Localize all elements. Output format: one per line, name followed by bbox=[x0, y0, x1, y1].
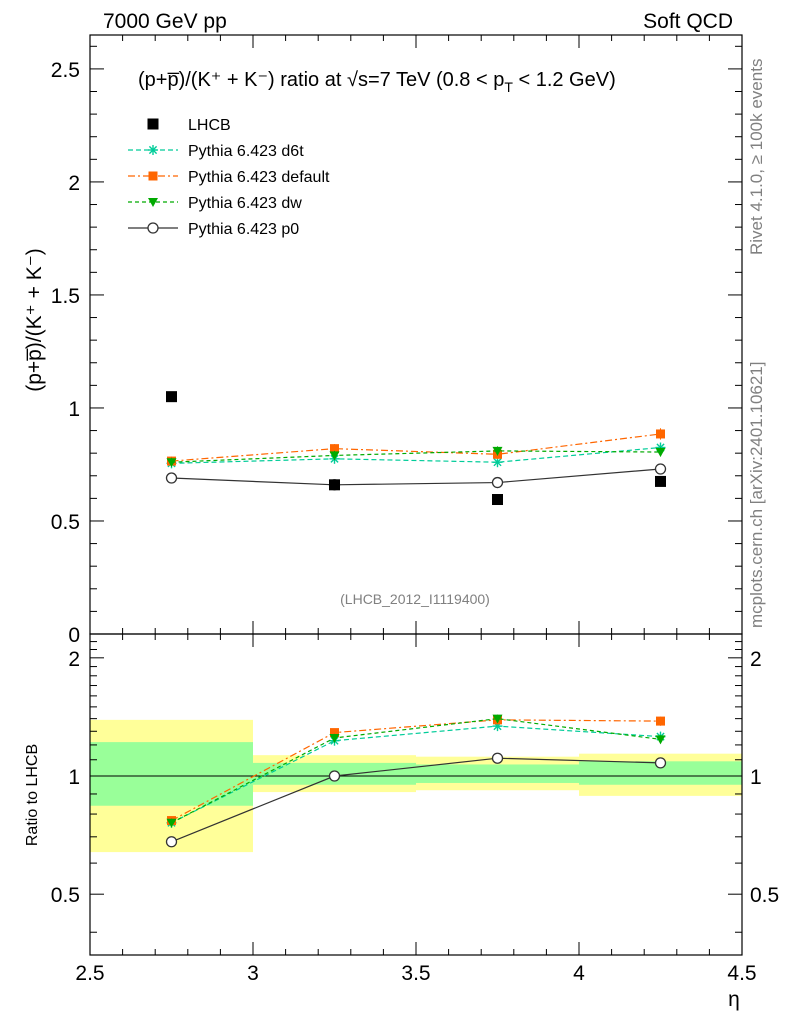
main-series-2-point-1 bbox=[329, 451, 340, 461]
y-tick-label: 1.5 bbox=[51, 285, 80, 308]
ratio-series-3-point-3 bbox=[654, 757, 667, 769]
main-series-3-point-2 bbox=[491, 476, 504, 489]
ratio-series-3-point-1 bbox=[328, 770, 341, 782]
main-series-2-point-0 bbox=[166, 458, 177, 468]
reference-point-0 bbox=[166, 391, 177, 403]
ratio-series-2-point-1 bbox=[329, 733, 340, 743]
legend-label-0: Pythia 6.423 d6t bbox=[188, 143, 304, 160]
reference-point-2 bbox=[492, 494, 503, 506]
main-series bbox=[165, 391, 667, 506]
chart-title-tail: < 1.2 GeV) bbox=[513, 69, 616, 91]
x-tick-label: 4 bbox=[573, 962, 585, 985]
main-series-1-point-1 bbox=[330, 444, 339, 454]
ratio-series-3-point-0 bbox=[165, 836, 178, 848]
band-inner-2 bbox=[416, 764, 579, 783]
main-series-0-line bbox=[171, 446, 661, 464]
y-axis-label: (p+p̅)/(K⁺ + K⁻) bbox=[23, 248, 46, 392]
x-axis-label: η bbox=[728, 988, 740, 1011]
legend-marker-0 bbox=[148, 145, 158, 155]
x-tick-label: 3 bbox=[247, 962, 259, 985]
chart-title-subscript: T bbox=[504, 79, 513, 95]
y-tick-label: 0 bbox=[68, 624, 80, 647]
y-tick-label: 0.5 bbox=[51, 511, 80, 534]
legend-marker-1 bbox=[148, 171, 158, 181]
legend-label-3: Pythia 6.423 p0 bbox=[188, 221, 299, 238]
main-series-3-point-0 bbox=[165, 472, 178, 484]
reference-point-1 bbox=[329, 479, 340, 491]
ratio-tick-label-left: 1 bbox=[68, 766, 80, 789]
legend: LHCB Pythia 6.423 d6t Pythia 6.423 default… bbox=[128, 117, 330, 238]
ratio-series-2-point-3 bbox=[655, 735, 666, 745]
ratio-series-0-line bbox=[171, 725, 661, 824]
ratio-series bbox=[165, 714, 667, 848]
main-series-3-point-3 bbox=[654, 463, 667, 475]
ratio-tick-label-right: 1 bbox=[750, 766, 762, 789]
x-tick-label: 3.5 bbox=[401, 962, 430, 985]
y-tick-label: 1 bbox=[68, 398, 80, 421]
ratio-series-2-point-2 bbox=[492, 714, 503, 724]
axes: 2.5 3 3.5 4 4.5 0 0.5 1 1.5 2 2.5 0.5 0.5 1 1 2 2 bbox=[51, 34, 779, 985]
x-tick-label: 2.5 bbox=[75, 962, 104, 985]
main-series-1-line bbox=[171, 433, 661, 462]
legend-label-1: Pythia 6.423 default bbox=[188, 169, 330, 186]
ratio-series-3-line bbox=[171, 757, 661, 843]
ratio-series-1-point-3 bbox=[656, 716, 665, 726]
ratio-series-1-line bbox=[171, 719, 661, 822]
legend-label-reference: LHCB bbox=[188, 117, 231, 134]
main-series-2-point-3 bbox=[655, 448, 666, 458]
chart-title-lead: (p+p̅)/(K⁺ + K⁻) ratio at √s=7 TeV (0.8 … bbox=[138, 69, 504, 91]
main-series-2-line bbox=[171, 450, 661, 463]
ratio-tick-label-left: 2 bbox=[68, 648, 80, 671]
mcplots-info: mcplots.cern.ch [arXiv:2401.10621] bbox=[747, 362, 766, 628]
main-series-2-point-2 bbox=[492, 446, 503, 456]
ratio-series-3-point-2 bbox=[491, 752, 504, 764]
header-left: 7000 GeV pp bbox=[103, 10, 227, 33]
band-inner-0 bbox=[90, 742, 253, 806]
y-tick-label: 2 bbox=[68, 172, 80, 195]
header-right: Soft QCD bbox=[643, 10, 733, 33]
main-series-1-point-3 bbox=[656, 429, 665, 439]
legend-marker-3 bbox=[147, 222, 159, 234]
ratio-tick-label-right: 2 bbox=[750, 648, 762, 671]
main-series-0-point-2-stroke bbox=[493, 458, 502, 467]
legend-label-2: Pythia 6.423 dw bbox=[188, 195, 302, 212]
main-series-0-point-2 bbox=[492, 457, 503, 468]
y-tick-label: 2.5 bbox=[51, 59, 80, 82]
legend-marker-0-stroke bbox=[148, 145, 158, 155]
legend-marker-reference bbox=[147, 118, 159, 130]
band-inner-3 bbox=[579, 761, 742, 785]
analysis-watermark: (LHCB_2012_I1119400) bbox=[340, 591, 490, 607]
main-series-3-line bbox=[171, 468, 661, 486]
ratio-bands bbox=[90, 719, 742, 853]
ratio-tick-label-right: 0.5 bbox=[750, 884, 779, 907]
x-tick-label: 4.5 bbox=[727, 962, 756, 985]
legend-marker-2 bbox=[148, 198, 158, 207]
ratio-series-1-point-1 bbox=[330, 728, 339, 738]
rivet-info: Rivet 4.1.0, ≥ 100k events bbox=[747, 59, 766, 255]
chart-title: (p+p̅)/(K⁺ + K⁻) ratio at √s=7 TeV (0.8 … bbox=[138, 69, 616, 95]
ratio-y-axis-label: Ratio to LHCB bbox=[24, 744, 41, 846]
reference-point-3 bbox=[655, 475, 666, 487]
ratio-series-2-point-0 bbox=[166, 818, 177, 828]
ratio-tick-label-left: 0.5 bbox=[51, 884, 80, 907]
ratio-series-2-line bbox=[171, 718, 661, 824]
